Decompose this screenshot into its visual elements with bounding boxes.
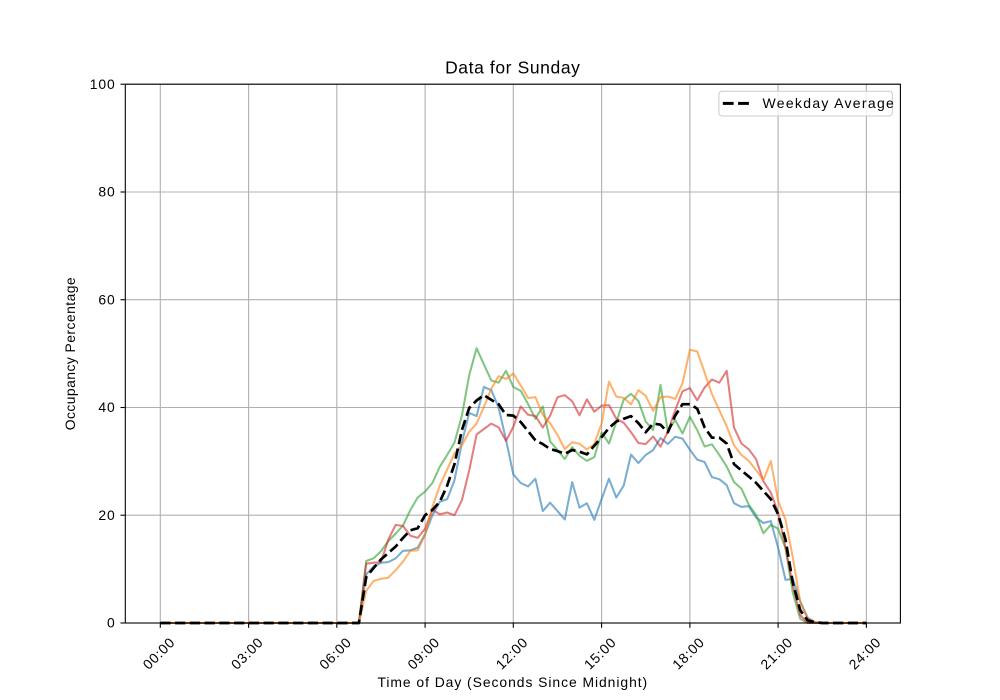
svg-text:Weekday Average: Weekday Average bbox=[763, 95, 896, 111]
svg-text:Occupancy Percentage: Occupancy Percentage bbox=[62, 277, 78, 430]
svg-text:Data for Sunday: Data for Sunday bbox=[445, 58, 580, 78]
svg-text:Time of Day (Seconds Since Mid: Time of Day (Seconds Since Midnight) bbox=[377, 674, 648, 690]
svg-text:0: 0 bbox=[107, 615, 116, 631]
svg-text:80: 80 bbox=[98, 184, 115, 200]
svg-text:100: 100 bbox=[90, 76, 116, 92]
svg-text:60: 60 bbox=[98, 291, 115, 307]
svg-text:20: 20 bbox=[98, 507, 115, 523]
svg-text:40: 40 bbox=[98, 399, 115, 415]
